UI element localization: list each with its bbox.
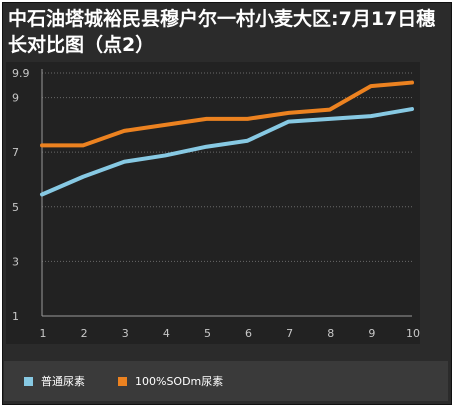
x-tick-label-5: 6 bbox=[245, 327, 252, 340]
y-tick-label-1: 3 bbox=[12, 255, 19, 268]
series-line-1 bbox=[40, 107, 414, 197]
plot-panel bbox=[6, 62, 420, 344]
x-tick-label-0: 1 bbox=[40, 327, 47, 340]
legend-swatch-series-2 bbox=[118, 376, 127, 386]
chart-title: 中石油塔城裕民县穆户尔一村小麦大区:7月17日穗长对比图（点2） bbox=[8, 8, 436, 56]
legend-label-series-2: 100%SODm尿素 bbox=[135, 375, 224, 388]
y-tick-label-3: 7 bbox=[12, 146, 19, 159]
x-tick-label-9: 10 bbox=[406, 327, 420, 340]
x-tick-label-1: 2 bbox=[81, 327, 88, 340]
x-tick-label-2: 3 bbox=[122, 327, 129, 340]
x-tick-label-4: 5 bbox=[204, 327, 211, 340]
legend-item-series-2[interactable]: 100%SODm尿素 bbox=[118, 373, 223, 389]
y-tick-label-4: 9 bbox=[12, 92, 19, 105]
y-tick-label-2: 5 bbox=[12, 201, 19, 214]
legend-swatch-series-1 bbox=[24, 376, 33, 386]
legend-label-series-1: 普通尿素 bbox=[41, 375, 85, 388]
y-tick-label-5: 9.9 bbox=[12, 67, 30, 80]
x-tick-label-6: 7 bbox=[286, 327, 293, 340]
legend-item-series-1[interactable]: 普通尿素 bbox=[24, 373, 85, 389]
x-tick-label-7: 8 bbox=[327, 327, 334, 340]
series-line-2 bbox=[40, 80, 414, 148]
y-tick-label-0: 1 bbox=[12, 310, 19, 323]
x-tick-label-3: 4 bbox=[163, 327, 170, 340]
x-tick-label-8: 9 bbox=[368, 327, 375, 340]
chart-legend: 普通尿素 100%SODm尿素 bbox=[4, 361, 448, 401]
